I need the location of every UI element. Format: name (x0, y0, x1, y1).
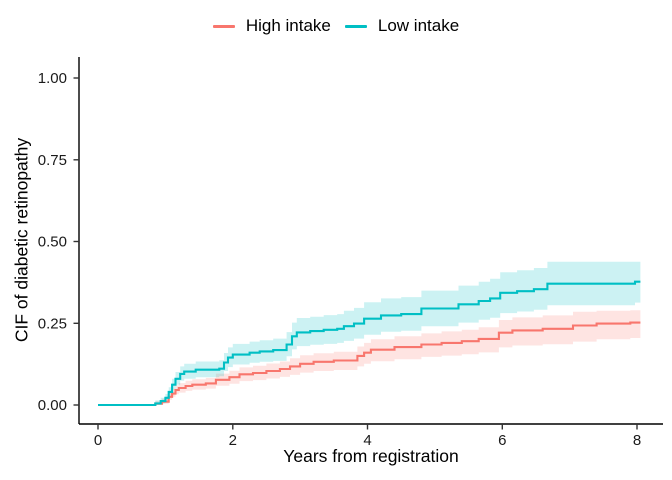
legend: High intake Low intake (0, 16, 672, 36)
y-tick-label: 0.25 (38, 316, 67, 333)
curve-low-intake (98, 280, 641, 407)
ci-band-low-intake (98, 261, 641, 405)
x-tick-label: 4 (363, 432, 371, 449)
y-tick-label: 0.50 (38, 234, 67, 251)
low-intake-line-swatch (344, 24, 367, 28)
legend-item-low-intake: Low intake (344, 16, 460, 36)
x-tick-label: 2 (229, 432, 237, 449)
legend-label-high-intake: High intake (245, 16, 331, 35)
legend-label-low-intake: Low intake (377, 16, 460, 35)
y-tick-label: 0.75 (38, 152, 67, 169)
x-tick-label: 0 (94, 432, 102, 449)
y-tick-label: 1.00 (38, 70, 67, 87)
y-tick-label: 0.00 (38, 397, 67, 414)
x-tick-label: 6 (498, 432, 506, 449)
high-intake-line-swatch (212, 24, 235, 28)
curve-high-intake (98, 321, 641, 407)
x-axis-title: Years from registration (283, 446, 459, 466)
ci-band-high-intake (98, 310, 641, 405)
legend-item-high-intake: High intake (212, 16, 331, 36)
x-tick-label: 8 (633, 432, 641, 449)
